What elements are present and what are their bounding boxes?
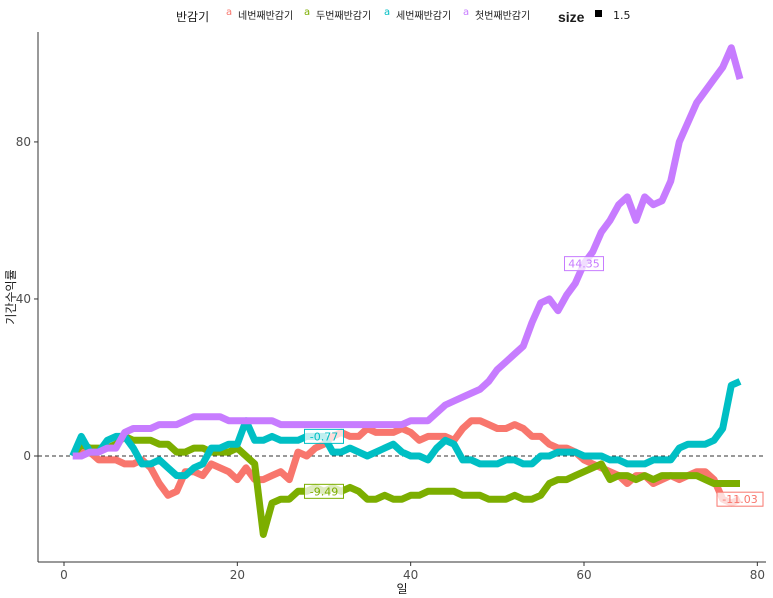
legend-item-label: 첫번째반감기 [475, 10, 530, 22]
data-label-4: 44.35 [564, 256, 604, 272]
data-label-text: 44.35 [568, 258, 600, 271]
legend-item-3: a 세번째반감기 [384, 7, 451, 22]
data-label-text: -0.77 [310, 430, 338, 443]
y-tick-label: 0 [23, 449, 31, 463]
series-line-2 [69, 432, 740, 538]
data-labels: -11.03 -9.49 -0.77 44.35 [304, 256, 764, 507]
legend-key-glyph: a [384, 7, 390, 18]
legend-title: 반감기 [176, 10, 209, 24]
data-label-box [304, 483, 344, 499]
x-tick-label: 80 [750, 568, 765, 582]
y-ticks: 0 40 80 [16, 135, 38, 463]
legend-item-2: a 두번째반감기 [304, 7, 371, 22]
plot-area: 0 40 80 0 20 40 60 80 -11.03 -9.49 -0.77 44.35 [16, 32, 766, 582]
data-label-box [304, 428, 344, 444]
legend-item-1: a 네번째반감기 [226, 7, 293, 22]
y-axis-title: 기간수익률 [4, 269, 18, 324]
y-tick-label: 40 [16, 292, 31, 306]
data-label-box [716, 491, 764, 507]
legend-item-label: 네번째반감기 [238, 10, 293, 22]
series-lines [69, 44, 744, 538]
data-label-text: -11.03 [722, 493, 757, 506]
x-axis-title: 일 [396, 582, 407, 596]
x-tick-label: 20 [230, 568, 245, 582]
data-label-3: -0.77 [304, 428, 344, 444]
x-ticks: 0 20 40 60 80 [60, 562, 765, 582]
data-label-box [564, 256, 604, 272]
data-label-1: -11.03 [716, 491, 764, 507]
series-line-3 [69, 378, 742, 480]
legend-size-title: size [558, 9, 585, 25]
data-label-2: -9.49 [304, 483, 344, 499]
legend-size-key [595, 10, 602, 17]
legend-item-label: 두번째반감기 [316, 10, 371, 22]
legend-key-glyph: a [463, 7, 469, 18]
legend-key-glyph: a [304, 7, 310, 18]
legend-item-4: a 첫번째반감기 [463, 7, 530, 22]
x-tick-label: 60 [576, 568, 591, 582]
x-tick-label: 40 [403, 568, 418, 582]
legend-item-label: 세번째반감기 [396, 10, 451, 22]
legend-key-glyph: a [226, 7, 232, 18]
legend-size-value: 1.5 [613, 9, 631, 22]
series-line-4 [72, 44, 744, 460]
legend-items: a 네번째반감기 a 두번째반감기 a 세번째반감기 a 첫번째반감기 [226, 7, 530, 22]
data-label-text: -9.49 [310, 485, 338, 498]
x-tick-label: 0 [60, 568, 68, 582]
legend: 반감기 a 네번째반감기 a 두번째반감기 a 세번째반감기 a 첫번째반감기 size 1.… [176, 7, 631, 25]
y-tick-label: 80 [16, 135, 31, 149]
